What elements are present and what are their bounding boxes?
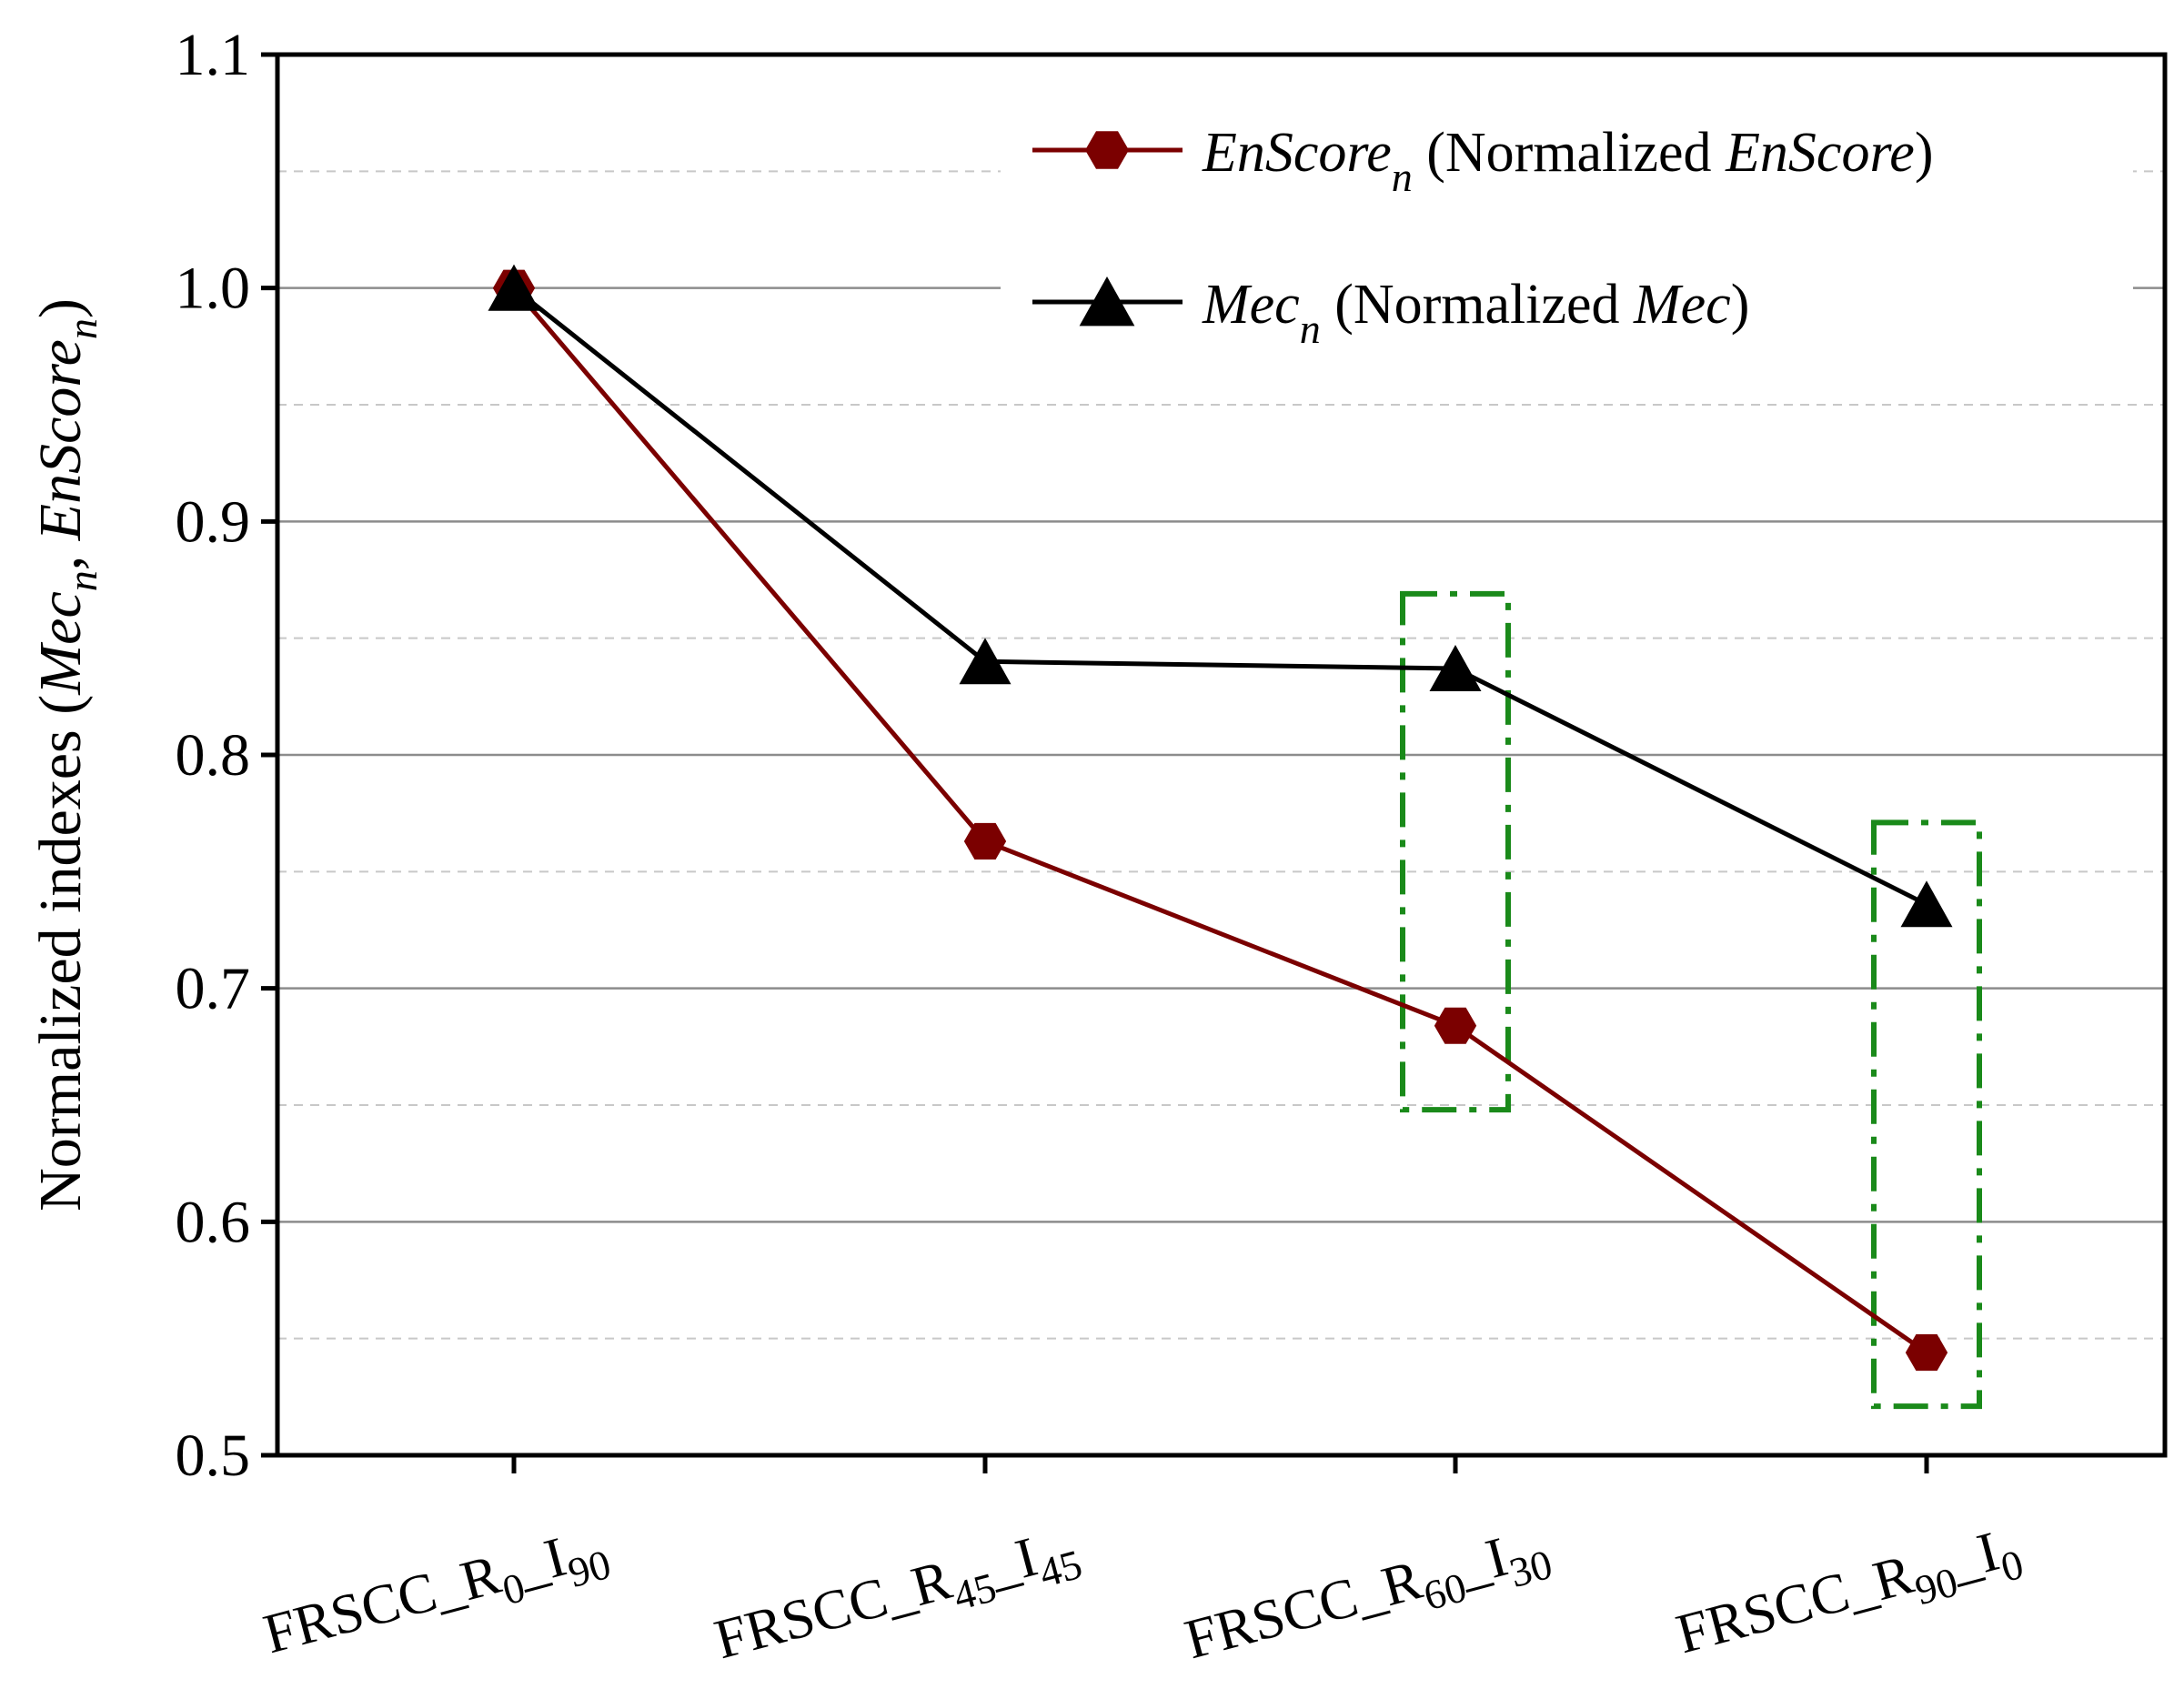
- legend-swatch-marker-mec: [1079, 276, 1135, 327]
- legend-mec-sub: n: [1300, 306, 1321, 352]
- legend-enscore-sub: n: [1392, 154, 1413, 200]
- y-tick-label: 1.0: [176, 256, 251, 322]
- series-line-enscore: [512, 287, 1928, 1355]
- legend-mec-term2: Mec: [1633, 274, 1731, 336]
- series-layer: [488, 264, 1953, 1372]
- y-tick-label: 0.8: [176, 722, 251, 789]
- legend: EnScoren (Normalized EnScore) Mecn (Norm…: [1001, 86, 2133, 368]
- y-tick-label: 0.9: [176, 488, 251, 555]
- x-category-label: FRSCC_R90_I0: [1670, 1515, 2028, 1676]
- x-category-text: FRSCC_R: [1670, 1543, 1920, 1666]
- x-category-subscript: 90: [563, 1541, 616, 1596]
- legend-entry-enscore: EnScoren (Normalized EnScore): [1202, 122, 1933, 200]
- legend-swatch-marker-enscore: [1085, 131, 1129, 169]
- x-category-subscript: 45: [1034, 1541, 1087, 1596]
- data-point-mec: [959, 638, 1011, 685]
- y-tick-label: 0.6: [176, 1189, 251, 1255]
- x-category-label: FRSCC_R60_I30: [1179, 1515, 1557, 1682]
- data-point-enscore: [963, 822, 1007, 860]
- x-category-text: FRSCC_R: [709, 1549, 959, 1672]
- y-axis-title-term1: Mec: [27, 591, 94, 696]
- data-point-mec: [1429, 645, 1482, 691]
- highlight-boxes: [1400, 590, 1982, 1410]
- y-tick-label: 0.5: [176, 1423, 251, 1489]
- x-axis: FRSCC_R0_I90 FRSCC_R45_I45 FRSCC_R60_I30 FR…: [257, 1455, 2028, 1682]
- y-axis-title-term1-sub: n: [59, 570, 106, 591]
- x-category-text: FRSCC_R: [1179, 1549, 1429, 1672]
- y-axis-title: Normalized indexes (Mecn, EnScoren): [27, 298, 106, 1211]
- y-axis-title-term2-sub: n: [59, 318, 106, 339]
- y-axis: 0.5 0.6 0.7 0.8 0.9 1.0 1.1: [176, 22, 277, 1489]
- legend-enscore-term2: EnScore: [1725, 122, 1915, 184]
- y-tick-label: 1.1: [176, 22, 251, 88]
- data-point-mec: [488, 264, 540, 311]
- highlight-box: [1871, 819, 1982, 1410]
- legend-enscore-term: EnScore: [1202, 122, 1392, 184]
- legend-entry-mec: Mecn (Normalized Mec): [1202, 274, 1749, 352]
- legend-mec-post: ): [1731, 274, 1750, 336]
- legend-background: [1001, 86, 2133, 368]
- y-axis-title-prefix: Normalized indexes (: [27, 695, 94, 1211]
- legend-enscore-post: ): [1915, 122, 1934, 184]
- x-category-text: FRSCC_R: [257, 1543, 508, 1666]
- x-category-label: FRSCC_R0_I90: [257, 1515, 616, 1676]
- y-axis-title-sep: ,: [27, 540, 94, 570]
- legend-enscore-pre: (Normalized: [1413, 122, 1726, 184]
- y-axis-title-term2: EnScore: [27, 339, 94, 541]
- series-line-mec: [512, 286, 1928, 907]
- y-tick-label: 0.7: [176, 956, 251, 1022]
- x-category-subscript: 0: [1996, 1541, 2028, 1591]
- data-point-enscore: [1434, 1007, 1477, 1044]
- data-point-enscore: [1905, 1334, 1948, 1372]
- data-point-mec: [1900, 880, 1953, 928]
- legend-mec-term: Mec: [1202, 274, 1300, 336]
- x-category-label: FRSCC_R45_I45: [709, 1515, 1087, 1682]
- legend-mec-pre: (Normalized: [1321, 274, 1634, 336]
- highlight-box: [1400, 590, 1511, 1113]
- y-axis-title-suffix: ): [27, 298, 94, 318]
- x-category-subscript: 30: [1505, 1541, 1557, 1596]
